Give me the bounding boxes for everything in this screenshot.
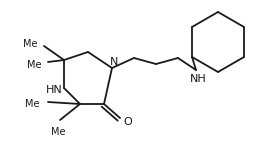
Text: O: O — [124, 117, 132, 127]
Text: N: N — [110, 57, 118, 67]
Text: Me: Me — [24, 39, 38, 49]
Text: HN: HN — [46, 85, 62, 95]
Text: Me: Me — [25, 99, 40, 109]
Text: Me: Me — [27, 60, 41, 70]
Text: NH: NH — [190, 74, 206, 84]
Text: Me: Me — [51, 127, 65, 137]
